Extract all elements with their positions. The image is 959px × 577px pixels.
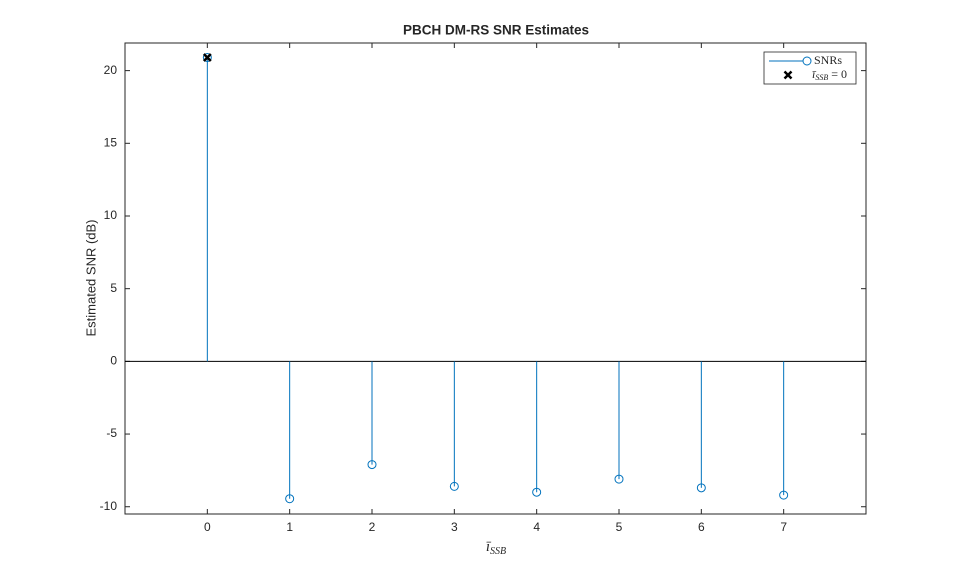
x-tick-label: 1 — [286, 520, 293, 534]
legend-label-base: ī — [812, 67, 817, 81]
stem-marker — [202, 53, 212, 63]
y-tick-label: 5 — [110, 281, 117, 295]
stem-marker — [696, 483, 706, 493]
legend-label-rest: = 0 — [828, 67, 847, 81]
x-tick-label: 7 — [780, 520, 787, 534]
legend-label: īSSB = 0 — [812, 67, 847, 82]
stem-marker — [285, 494, 295, 504]
x-tick-label: 5 — [616, 520, 623, 534]
y-tick-label: 10 — [104, 208, 118, 222]
x-label-sub: SSB — [490, 546, 506, 557]
plot-area — [124, 42, 867, 515]
legend-marker — [802, 56, 812, 66]
legend — [763, 51, 857, 85]
x-label-base: ī — [486, 539, 492, 555]
stem-marker — [449, 481, 459, 491]
y-tick-label: -10 — [100, 499, 118, 513]
chart-title: PBCH DM-RS SNR Estimates — [403, 23, 589, 38]
y-tick-label: 20 — [104, 63, 118, 77]
stem-marker — [367, 460, 377, 470]
highlight-marker — [202, 53, 212, 62]
x-tick-label: 0 — [204, 520, 211, 534]
y-tick-label: 15 — [104, 135, 118, 149]
x-tick-label: 6 — [698, 520, 705, 534]
y-axis-label: Estimated SNR (dB) — [83, 219, 98, 336]
legend-label: SNRs — [814, 53, 842, 67]
legend-label-sub: SSB — [815, 73, 828, 82]
y-tick-label: -5 — [106, 426, 117, 440]
stem-marker — [614, 474, 624, 484]
x-tick-label: 2 — [369, 520, 376, 534]
y-tick-label: 0 — [110, 354, 117, 368]
stem-marker — [532, 487, 542, 497]
legend-marker — [783, 70, 793, 80]
x-tick-label: 4 — [533, 520, 540, 534]
x-axis-label: īSSB — [486, 539, 506, 557]
x-tick-label: 3 — [451, 520, 458, 534]
stem-marker — [779, 490, 789, 500]
